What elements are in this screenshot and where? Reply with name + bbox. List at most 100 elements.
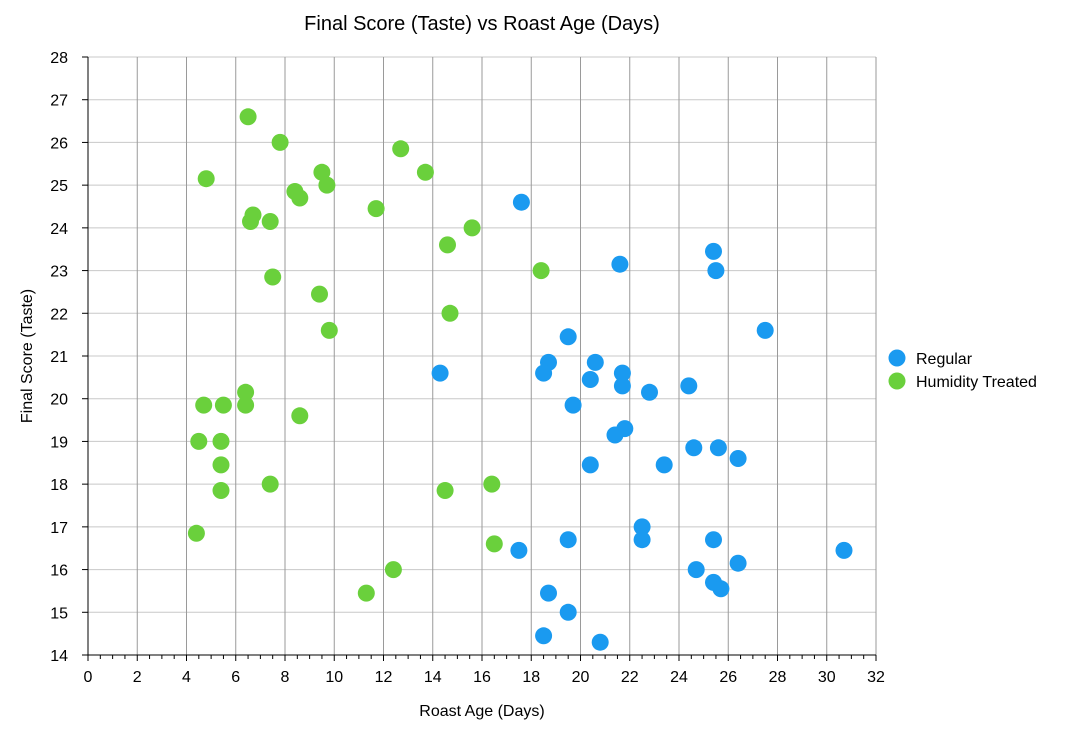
x-tick-label: 16 [473,669,491,686]
x-tick-label: 22 [621,669,639,686]
y-tick-label: 17 [50,520,68,537]
data-points [187,108,853,651]
point-humidity-treated [439,236,456,254]
point-regular [591,633,609,651]
grid-lines [88,56,877,655]
point-humidity-treated [311,285,328,303]
point-regular [835,541,853,559]
y-tick-label: 25 [50,178,68,195]
legend-label-humidity-treated: Humidity Treated [916,374,1037,391]
point-humidity-treated [237,396,255,414]
point-humidity-treated [392,140,410,158]
point-regular [633,518,651,536]
point-humidity-treated [212,456,230,474]
point-regular [709,439,727,457]
point-regular [641,383,658,401]
x-tick-label: 12 [375,669,393,686]
point-humidity-treated [242,213,259,230]
legend-swatch-humidity-treated [888,372,906,390]
x-tick-label: 6 [231,669,240,686]
point-humidity-treated [483,475,501,493]
point-humidity-treated [441,304,459,322]
point-humidity-treated [187,524,205,542]
point-humidity-treated [239,108,257,126]
x-tick-label: 4 [182,669,191,686]
point-humidity-treated [212,482,230,499]
point-humidity-treated [313,163,331,181]
point-regular [559,603,577,621]
point-regular [687,561,705,579]
point-humidity-treated [367,200,385,218]
legend-label-regular: Regular [916,351,973,368]
point-regular [705,531,722,549]
point-humidity-treated [318,176,336,194]
point-regular [540,584,557,602]
point-humidity-treated [271,133,289,151]
point-humidity-treated [197,170,215,188]
y-tick-label: 15 [50,605,68,622]
y-tick-label: 20 [50,392,68,409]
point-humidity-treated [195,396,213,414]
point-regular [431,364,449,382]
point-regular [729,450,747,467]
y-tick-label: 21 [50,349,68,366]
y-tick-label: 16 [50,563,68,580]
x-tick-label: 2 [133,669,142,686]
point-regular [613,377,631,395]
point-regular [559,531,577,549]
point-humidity-treated [416,163,434,181]
point-humidity-treated [212,432,230,450]
x-tick-label: 20 [572,669,590,686]
y-axis-label: Final Score (Taste) [19,289,36,423]
point-regular [685,439,703,457]
y-tick-label: 18 [50,477,68,494]
point-humidity-treated [436,482,454,499]
point-regular [564,396,582,414]
point-regular [613,364,631,382]
point-humidity-treated [261,475,279,493]
point-humidity-treated [357,584,375,602]
point-regular [705,242,722,260]
y-tick-label: 19 [50,434,68,451]
point-regular [581,456,599,474]
point-regular [611,255,629,273]
point-regular [712,580,730,598]
point-humidity-treated [291,189,309,207]
x-tick-label: 24 [670,669,688,686]
point-regular [616,420,634,438]
point-regular [581,371,599,388]
point-humidity-treated [190,432,208,450]
axes [82,56,877,661]
point-humidity-treated [261,213,279,230]
x-tick-label: 18 [522,669,540,686]
point-humidity-treated [463,219,481,237]
point-regular [655,456,673,474]
y-tick-label: 14 [50,648,68,665]
point-humidity-treated [320,321,338,339]
point-regular [586,353,604,371]
chart-title: Final Score (Taste) vs Roast Age (Days) [304,13,660,35]
x-tick-label: 30 [818,669,836,686]
x-tick-label: 28 [769,669,787,686]
point-humidity-treated [264,268,282,286]
y-tick-label: 28 [50,50,68,67]
legend: Regular Humidity Treated [888,349,1037,391]
x-tick-label: 0 [84,669,93,686]
legend-swatch-regular [888,349,906,367]
x-tick-label: 10 [325,669,343,686]
x-tick-label: 26 [719,669,737,686]
y-tick-label: 24 [50,221,68,238]
point-regular [680,377,698,395]
point-humidity-treated [384,561,402,579]
y-tick-label: 23 [50,264,68,281]
x-axis-label: Roast Age (Days) [419,703,544,720]
y-tick-label: 22 [50,306,68,323]
point-humidity-treated [214,396,232,414]
point-regular [707,262,725,280]
point-regular [512,193,530,211]
point-regular [559,328,577,346]
point-regular [535,627,553,645]
